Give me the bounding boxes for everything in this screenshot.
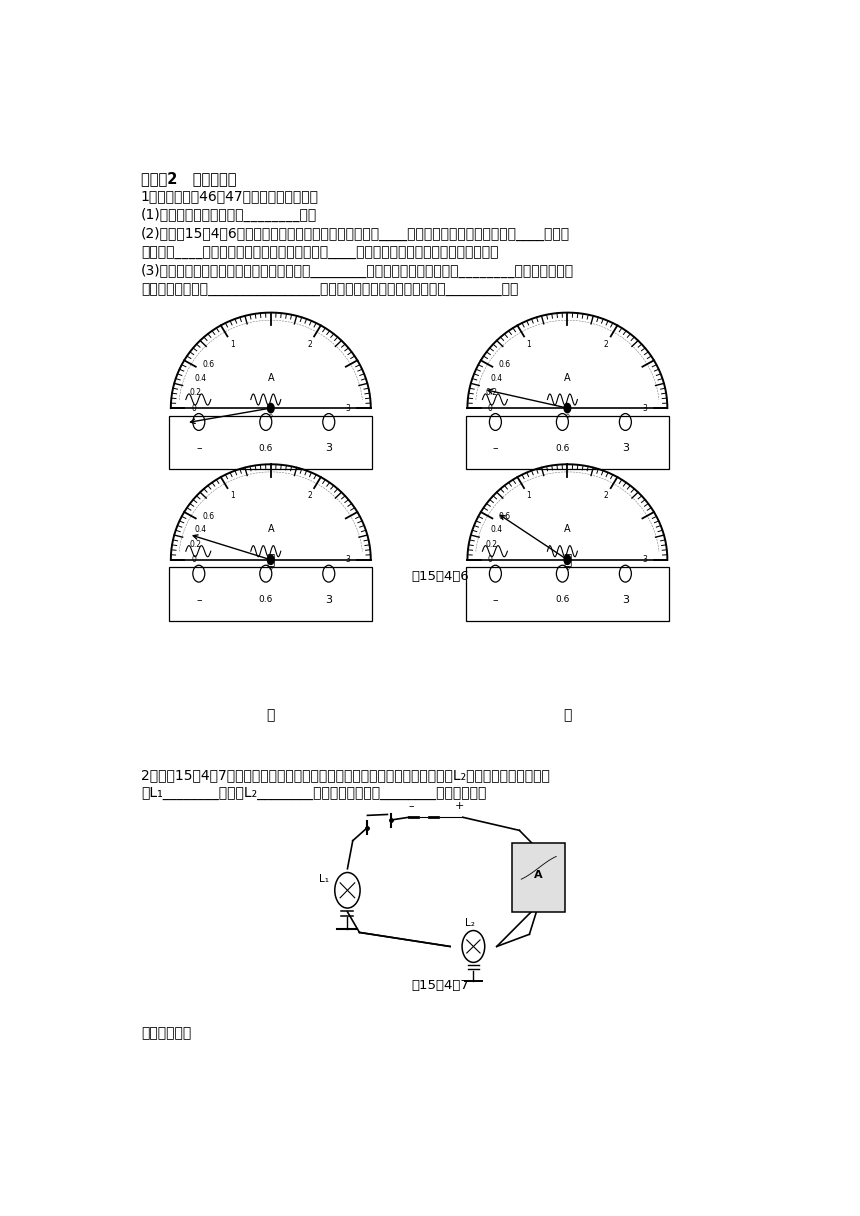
Circle shape [564, 554, 571, 564]
Text: 【归纳总结】: 【归纳总结】 [141, 1026, 191, 1041]
Text: 2: 2 [604, 491, 608, 500]
Text: 3: 3 [622, 595, 629, 604]
Text: 被测电流不能超过________________。为了选择合适的量程，一般选用________法。: 被测电流不能超过________________。为了选择合适的量程，一般选用_… [141, 283, 519, 297]
FancyBboxPatch shape [169, 568, 372, 621]
Text: 0.6: 0.6 [499, 512, 511, 520]
Text: 2．如图15－4－7所示，用电流表测量电路中的电流，不慎将电流表并联在灯泡L₂两端，观察的现象是灯: 2．如图15－4－7所示，用电流表测量电路中的电流，不慎将电流表并联在灯泡L₂两… [141, 769, 550, 782]
Text: 0: 0 [191, 556, 196, 564]
Text: 0: 0 [191, 404, 196, 412]
Text: 0: 0 [488, 404, 493, 412]
Text: 3: 3 [622, 443, 629, 454]
Text: 3: 3 [346, 556, 351, 564]
Text: 0.4: 0.4 [194, 373, 206, 383]
Text: 丙: 丙 [267, 708, 275, 722]
Text: 0.6: 0.6 [556, 596, 569, 604]
Text: 3: 3 [325, 595, 332, 604]
Text: 0.6: 0.6 [259, 596, 273, 604]
Text: 知识点2   电流的测量: 知识点2 电流的测量 [141, 171, 236, 186]
Text: 0.2: 0.2 [189, 540, 201, 548]
Text: 2: 2 [307, 491, 312, 500]
Text: 0.6: 0.6 [259, 444, 273, 452]
Text: 1: 1 [526, 339, 531, 349]
FancyBboxPatch shape [466, 568, 669, 621]
Text: 1: 1 [230, 339, 235, 349]
Text: 0.6: 0.6 [556, 444, 569, 452]
Text: 0.6: 0.6 [202, 512, 214, 520]
Circle shape [267, 554, 274, 564]
Text: (3)对比丙、丁两图，丙图中电流表所选量程________，丁图中电流表所选量程________，所以必须保证: (3)对比丙、丁两图，丙图中电流表所选量程________，丁图中电流表所选量程… [141, 264, 574, 278]
Text: 0.4: 0.4 [491, 373, 503, 383]
Text: A: A [267, 372, 274, 383]
Text: (2)对比图15－4－6甲、乙两图指针的偏转，连接正确的是____，说明电流表必须从电流表的____接线柱: (2)对比图15－4－6甲、乙两图指针的偏转，连接正确的是____，说明电流表必… [141, 227, 570, 241]
Text: –: – [493, 443, 498, 454]
Text: +: + [455, 801, 464, 811]
Text: –: – [493, 595, 498, 604]
Text: 1: 1 [230, 491, 235, 500]
Text: A: A [564, 524, 571, 534]
Text: 0: 0 [269, 565, 273, 570]
Text: A: A [534, 871, 543, 880]
Text: 甲: 甲 [267, 553, 275, 567]
Circle shape [564, 404, 571, 412]
Text: L₂: L₂ [465, 918, 475, 928]
Text: 流进，从____接线柱流出，否则电流表的指针向____偏转，无法读数，且容易损坏电流表。: 流进，从____接线柱流出，否则电流表的指针向____偏转，无法读数，且容易损坏… [141, 246, 498, 260]
Text: A: A [564, 372, 571, 383]
Circle shape [267, 404, 274, 412]
Text: 0: 0 [269, 415, 273, 420]
Text: (1)电流表与所测的用电器________联。: (1)电流表与所测的用电器________联。 [141, 208, 317, 223]
Text: 0.2: 0.2 [486, 540, 498, 548]
Text: 1: 1 [526, 491, 531, 500]
Text: 乙: 乙 [563, 553, 572, 567]
Text: 0: 0 [565, 565, 569, 570]
Text: –: – [196, 443, 201, 454]
Text: –: – [408, 801, 415, 811]
FancyBboxPatch shape [169, 416, 372, 469]
Text: 0.2: 0.2 [486, 388, 498, 398]
FancyBboxPatch shape [466, 416, 669, 469]
Text: 3: 3 [642, 556, 647, 564]
Text: 3: 3 [346, 404, 351, 412]
FancyBboxPatch shape [513, 843, 565, 912]
Text: 0: 0 [488, 556, 493, 564]
Text: 泡L₁________，灯泡L₂________，说明电流表不能________联在电路中。: 泡L₁________，灯泡L₂________，说明电流表不能________… [141, 786, 486, 800]
Text: 3: 3 [325, 443, 332, 454]
Text: 0: 0 [565, 415, 569, 420]
Text: 0.4: 0.4 [194, 525, 206, 534]
Text: 图15－4－6: 图15－4－6 [412, 570, 470, 584]
Text: 丁: 丁 [563, 708, 572, 722]
Text: 图15－4－7: 图15－4－7 [412, 979, 470, 992]
Text: 0.4: 0.4 [491, 525, 503, 534]
Text: 2: 2 [604, 339, 608, 349]
Text: 0.6: 0.6 [202, 360, 214, 370]
Text: 3: 3 [642, 404, 647, 412]
Text: L₁: L₁ [319, 874, 329, 884]
Text: –: – [196, 595, 201, 604]
Text: 0.2: 0.2 [189, 388, 201, 398]
Text: 0.6: 0.6 [499, 360, 511, 370]
Text: A: A [267, 524, 274, 534]
Text: 2: 2 [307, 339, 312, 349]
Text: 1．阅读教材第46～47页，思考下列问题：: 1．阅读教材第46～47页，思考下列问题： [141, 190, 319, 203]
